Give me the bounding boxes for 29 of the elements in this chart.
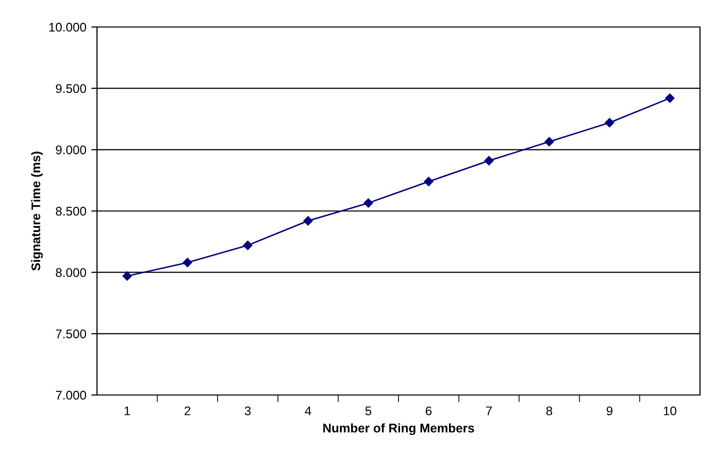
x-tick-label: 10: [664, 406, 676, 416]
y-tick-label: 9.000: [56, 145, 86, 154]
x-tick-label: 6: [426, 406, 432, 416]
point: [182, 258, 192, 268]
point: [604, 118, 614, 128]
point: [544, 137, 554, 146]
point: [665, 94, 674, 103]
y-tick-label: 10.000: [49, 22, 86, 32]
x-tick-label: 2: [184, 406, 190, 416]
y-tick-label: 7.000: [56, 390, 86, 400]
point: [122, 271, 132, 281]
y-tick-label: 8.500: [56, 206, 86, 216]
y-tick-label: 7.500: [56, 329, 86, 338]
x-tick-label: 3: [244, 406, 251, 416]
x-tick-label: 8: [546, 406, 552, 416]
point: [303, 216, 313, 226]
x-tick-label: 5: [365, 406, 372, 416]
y-tick-label: 9.500: [56, 84, 86, 93]
x-tick-label: 9: [606, 406, 612, 416]
point: [424, 176, 434, 186]
x-axis-title: Number of Ring Members: [323, 423, 474, 436]
x-tick-label: 4: [304, 406, 312, 416]
y-tick-label: 8.000: [56, 268, 86, 277]
point: [484, 156, 494, 166]
y-axis-title: Signature Time (ms): [31, 152, 43, 271]
x-tick-label: 7: [486, 406, 492, 416]
x-tick-label: 1: [124, 406, 130, 416]
point: [243, 240, 252, 250]
point: [364, 198, 373, 208]
